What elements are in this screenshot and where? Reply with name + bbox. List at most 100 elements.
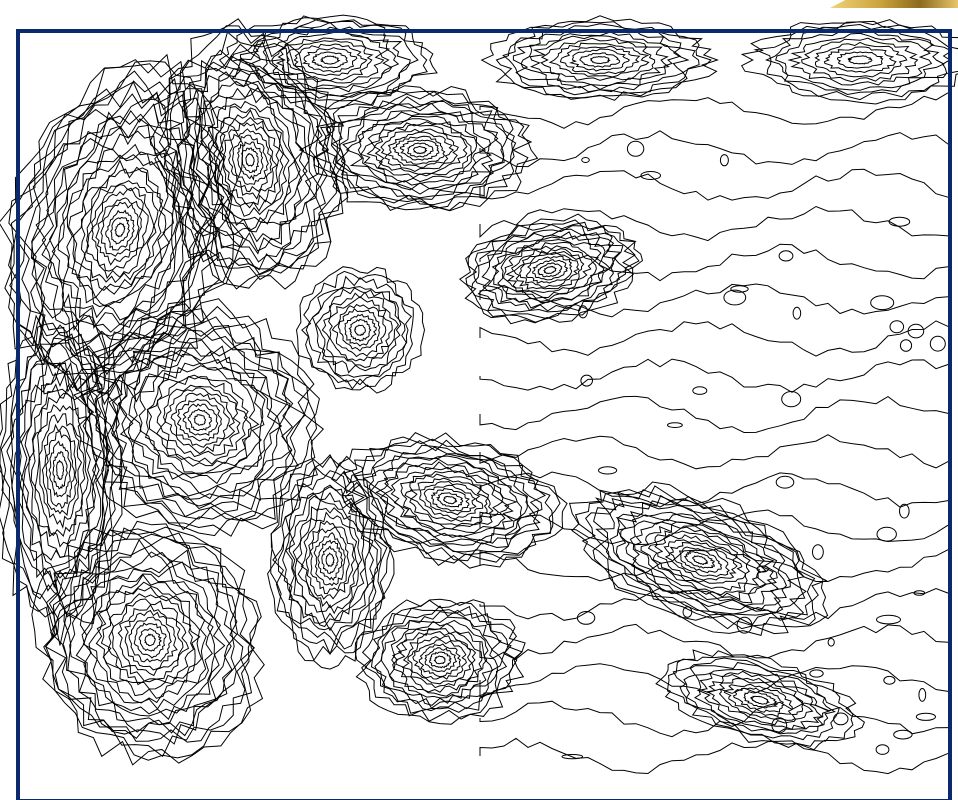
contour-line (497, 239, 605, 303)
contour-line (328, 296, 393, 362)
contour-line (48, 440, 72, 498)
contour-line (144, 365, 260, 476)
contour-line (82, 573, 214, 710)
contour-line (753, 20, 958, 101)
contour-line (399, 139, 440, 161)
contour-line (72, 298, 320, 537)
contour-line (532, 258, 569, 281)
contour-line (305, 520, 355, 600)
contour-line (705, 673, 814, 726)
contour-line (218, 14, 438, 110)
contour-line (219, 116, 281, 206)
contour-line (267, 454, 395, 670)
contour-line (10, 337, 109, 603)
contour-line (305, 275, 412, 386)
contour-line (72, 159, 167, 299)
contour-line (127, 349, 278, 494)
contour-line (401, 631, 477, 689)
contour-line (154, 25, 346, 290)
contour-knoll (833, 712, 849, 726)
contour-line (479, 358, 949, 393)
contour-line (272, 465, 388, 656)
contour-line (525, 255, 573, 284)
contour-line (45, 430, 76, 510)
contour-line (91, 187, 149, 272)
contour-line (170, 392, 230, 448)
contour-knoll (719, 154, 729, 167)
contour-line (313, 532, 346, 587)
contour-line (443, 495, 458, 505)
contour-knoll (907, 323, 925, 339)
contour-knoll (889, 320, 905, 334)
contour-line (239, 18, 419, 99)
contour-line (361, 599, 523, 722)
contour-line (86, 184, 155, 280)
contour-line (529, 35, 670, 87)
contour-line (271, 31, 393, 89)
contour-line (192, 80, 308, 243)
contour-line (479, 243, 949, 282)
contour-line (693, 669, 832, 733)
contour-line (359, 118, 478, 183)
contour-line (364, 605, 518, 714)
contour-line (479, 737, 949, 775)
contour-line (423, 484, 477, 516)
contour-line (262, 26, 400, 93)
contour-knoll (667, 422, 683, 429)
contour-line (424, 647, 458, 673)
contour-line (298, 85, 539, 211)
contour-line (319, 55, 341, 65)
contour-line (56, 459, 65, 481)
contour-line (138, 627, 163, 652)
contour-line (390, 466, 510, 534)
contour-knoll (692, 386, 708, 395)
contour-line (392, 622, 488, 697)
contour-line (814, 41, 908, 78)
contour-line (0, 314, 123, 638)
contour-line (479, 509, 949, 546)
contour-line (368, 453, 537, 546)
contour-line (595, 500, 807, 616)
contour-line (124, 609, 178, 671)
contour-line (75, 560, 226, 720)
contour-knoll (883, 675, 896, 685)
contour-line (245, 153, 255, 167)
contour-line (288, 491, 371, 628)
contour-line (479, 320, 949, 357)
contour-line (374, 611, 503, 709)
contour-knoll (723, 289, 747, 306)
contour-line (292, 499, 366, 623)
contour-line (380, 128, 459, 172)
contour-line (237, 141, 264, 181)
contour-knoll (581, 157, 590, 163)
contour-line (8, 70, 232, 392)
contour-line (41, 423, 78, 517)
contour-line (672, 657, 840, 741)
contour-line (144, 633, 157, 647)
contour-line (340, 110, 499, 195)
contour-line (548, 42, 650, 78)
contour-line (479, 623, 949, 660)
contour-line (569, 48, 631, 72)
contour-line (471, 221, 636, 320)
contour-line (668, 541, 730, 578)
contour-line (495, 21, 712, 101)
contour-line (286, 40, 374, 82)
contour-line (6, 331, 110, 618)
contour-line (44, 527, 255, 743)
contour-line (270, 456, 392, 662)
contour-line (94, 308, 318, 531)
contour-line (732, 687, 785, 713)
contour-line (683, 550, 716, 569)
contour-line (395, 627, 483, 693)
contour-line (156, 375, 248, 465)
contour-knoll (792, 306, 802, 320)
contour-line (537, 262, 563, 278)
contour-line (95, 581, 203, 699)
contour-line (663, 539, 738, 581)
corner-color-swatch (830, 0, 958, 8)
contour-line (128, 353, 266, 485)
contour-knoll (929, 335, 946, 352)
